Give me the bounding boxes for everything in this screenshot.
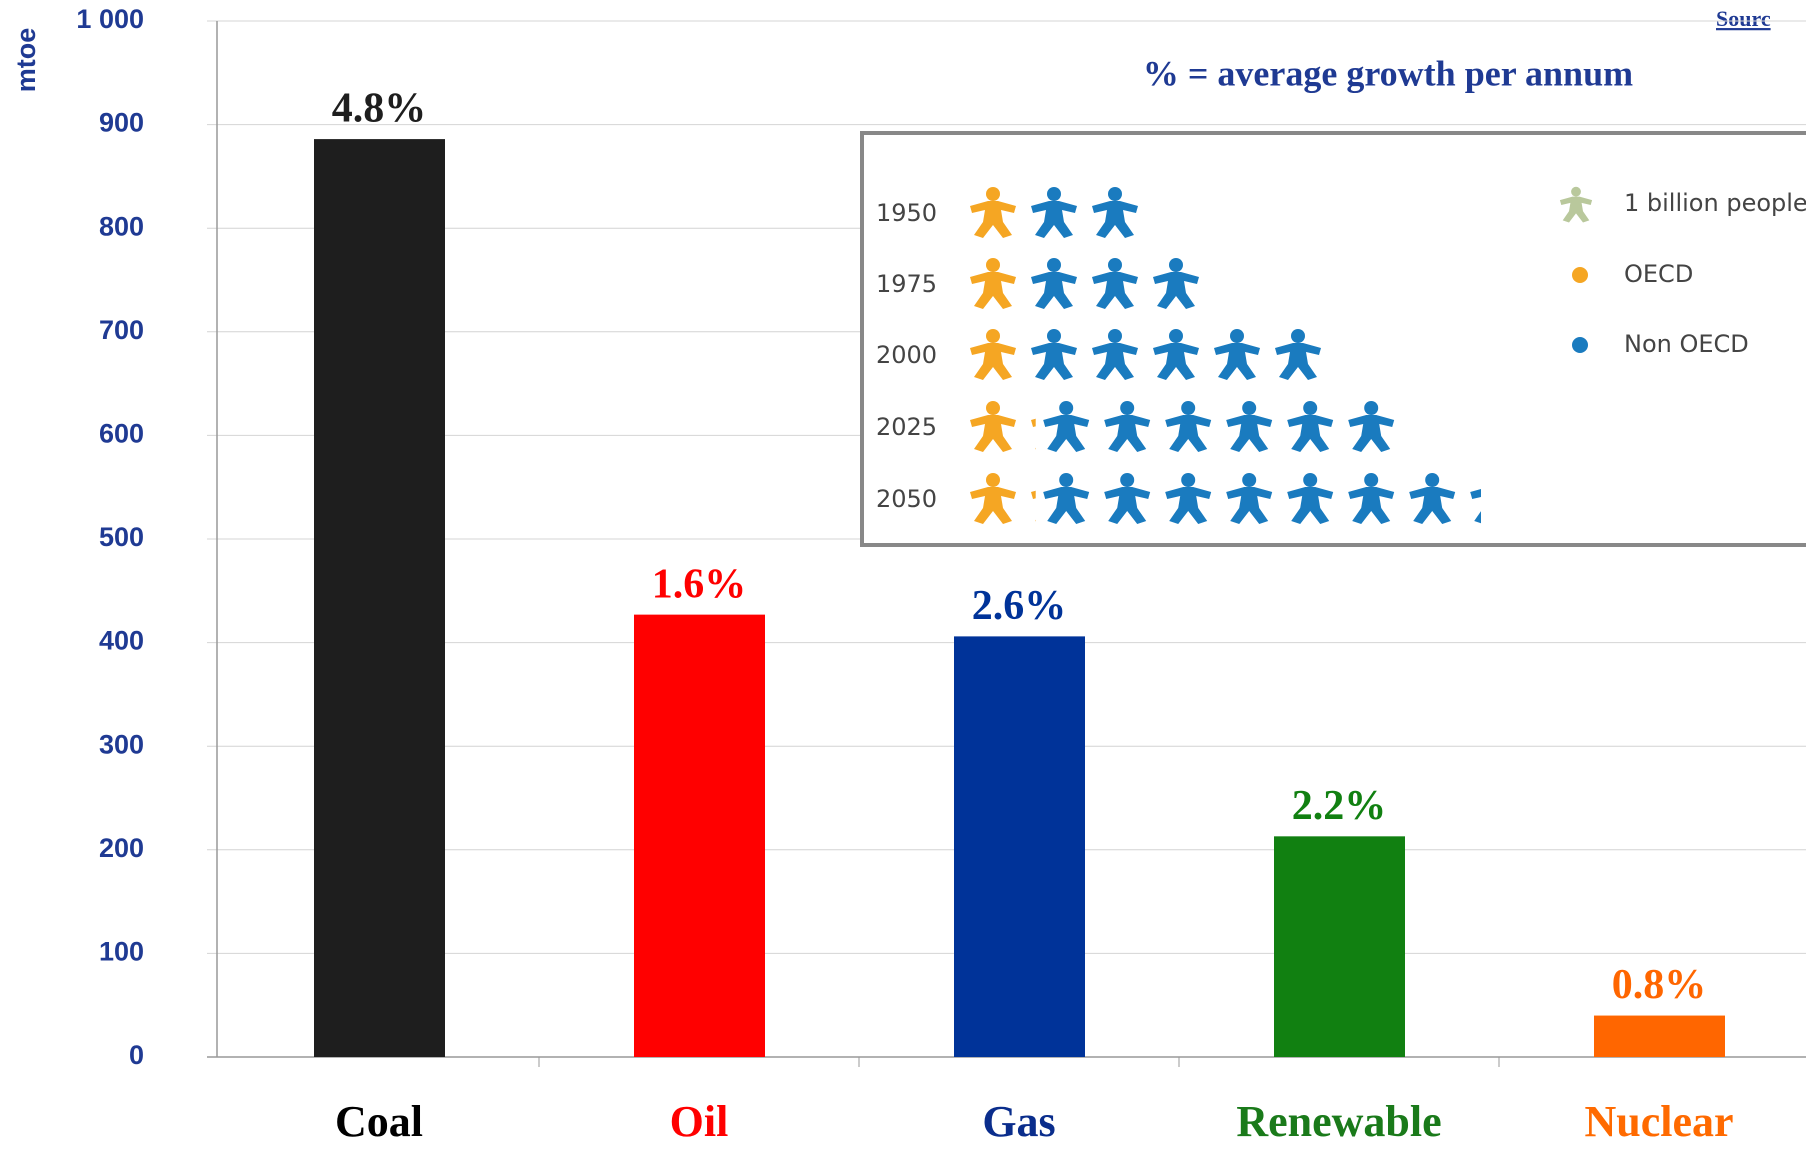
growth-label: 4.8% xyxy=(332,86,427,132)
y-tick-label: 500 xyxy=(99,522,144,552)
chart: mtoe % = average growth per annum Sourc … xyxy=(0,0,1806,1152)
y-axis-label: mtoe xyxy=(11,28,41,93)
legend-swatch xyxy=(1572,337,1588,353)
inset-year: 2050 xyxy=(876,485,937,513)
y-tick-label: 400 xyxy=(99,626,144,656)
legend-label: Non OECD xyxy=(1624,330,1749,358)
x-tick-label: Renewable xyxy=(1236,1097,1441,1146)
y-tick-label: 600 xyxy=(99,419,144,449)
x-tick-label: Nuclear xyxy=(1584,1097,1733,1146)
x-tick-label: Oil xyxy=(670,1097,729,1146)
inset-year: 1975 xyxy=(876,270,937,298)
bar xyxy=(634,615,765,1057)
bar xyxy=(954,636,1085,1057)
legend-swatch xyxy=(1572,267,1588,283)
growth-label: 2.2% xyxy=(1292,783,1387,829)
y-tick-label: 300 xyxy=(99,729,144,759)
x-tick-label: Gas xyxy=(982,1097,1055,1146)
inset-year: 1950 xyxy=(876,199,937,227)
y-tick-label: 800 xyxy=(99,211,144,241)
growth-label: 0.8% xyxy=(1612,962,1707,1008)
y-tick-label: 700 xyxy=(99,315,144,345)
y-tick-label: 200 xyxy=(99,833,144,863)
inset-year: 2000 xyxy=(876,341,937,369)
source-link[interactable]: Sourc xyxy=(1716,6,1771,31)
bar xyxy=(1274,836,1405,1057)
legend-label: OECD xyxy=(1624,260,1693,288)
inset-year: 2025 xyxy=(876,413,937,441)
x-tick-label: Coal xyxy=(335,1097,423,1146)
inset: 1950 1975 2000 2025 2050 1 billion people OECD… xyxy=(862,133,1806,545)
bar xyxy=(314,139,445,1057)
bar xyxy=(1594,1016,1725,1057)
y-tick-label: 1 000 xyxy=(76,4,144,34)
growth-label: 1.6% xyxy=(652,561,747,607)
y-tick-label: 0 xyxy=(129,1040,144,1070)
y-tick-label: 100 xyxy=(99,937,144,967)
annotation: % = average growth per annum xyxy=(1143,53,1633,93)
y-tick-label: 900 xyxy=(99,108,144,138)
growth-label: 2.6% xyxy=(972,583,1067,629)
legend-label: 1 billion people xyxy=(1624,189,1806,217)
